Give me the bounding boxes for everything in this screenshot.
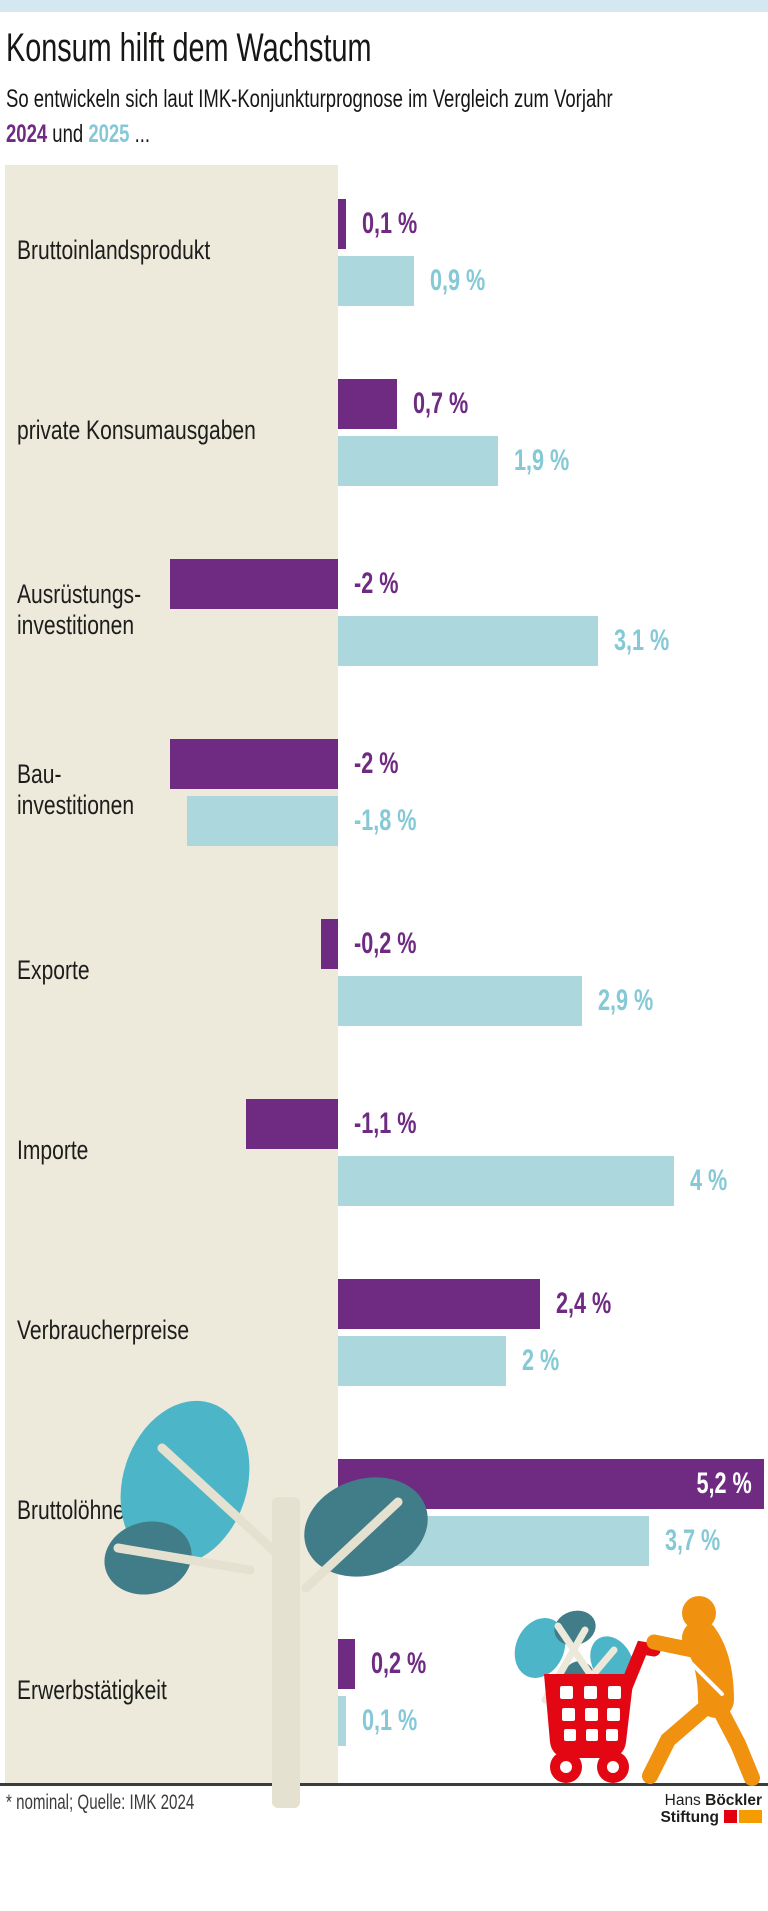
category-label-line: Bau- (17, 759, 62, 789)
bar-2024 (321, 919, 338, 969)
logo-orange-square (739, 1810, 762, 1823)
category-label-line: Erwerbstätigkeit (17, 1674, 167, 1705)
category-label-line: Ausrüstungs- (17, 579, 142, 609)
value-label: 4 % (690, 1164, 728, 1197)
bar-2024 (338, 1639, 355, 1689)
value-label: 1,9 % (513, 444, 569, 477)
category-label-line: Exporte (17, 954, 90, 985)
subtitle-ellipsis: ... (129, 120, 151, 148)
logo-line2: Stiftung (660, 1809, 762, 1826)
value-label: 0,9 % (429, 264, 485, 297)
subtitle-und: und (47, 120, 89, 148)
value-label: 0,2 % (370, 1647, 427, 1680)
category-label: Importe (17, 1135, 88, 1166)
bar-2025 (338, 1516, 649, 1566)
subtitle-line1: So entwickeln sich laut IMK-Konjunkturpr… (6, 85, 613, 113)
value-label: -2 % (354, 747, 399, 780)
bar-2024 (338, 379, 397, 429)
bar-2024 (338, 199, 347, 249)
value-label: 2,9 % (597, 984, 653, 1017)
subtitle: So entwickeln sich laut IMK-Konjunkturpr… (6, 82, 613, 152)
category-label-line: private Konsumausgaben (17, 414, 256, 445)
bar-2025 (338, 1336, 506, 1386)
legend-2024: 2024 (6, 120, 48, 148)
category-label: Erwerbstätigkeit (17, 1675, 167, 1706)
category-label: Bau-investitionen (17, 759, 134, 821)
source-footnote: * nominal; Quelle: IMK 2024 (6, 1791, 195, 1814)
bar-2025 (338, 976, 582, 1026)
value-label: 5,2 % (696, 1467, 752, 1500)
category-label-line: Bruttoinlandsprodukt (17, 234, 211, 265)
value-label: 2,4 % (555, 1287, 611, 1320)
value-label: 2 % (522, 1344, 560, 1377)
category-label: Bruttolöhne* (17, 1495, 133, 1526)
category-label: Verbraucherpreise (17, 1315, 189, 1346)
bar-2024 (170, 739, 338, 789)
bar-2024 (245, 1099, 338, 1149)
value-label: 0,1 % (362, 207, 418, 240)
category-label-line: Importe (17, 1134, 89, 1165)
bar-2025 (338, 1156, 674, 1206)
bar-2025 (338, 1696, 347, 1746)
category-label-line: Verbraucherpreise (17, 1314, 190, 1345)
value-label: -1,8 % (354, 804, 417, 837)
value-label: 0,7 % (412, 387, 469, 420)
bar-2024 (338, 1279, 540, 1329)
bar-2025 (338, 616, 599, 666)
value-label: 3,1 % (614, 624, 670, 657)
logo-red-square (724, 1810, 737, 1823)
value-label: -0,2 % (354, 927, 417, 960)
bar-2024 (170, 559, 338, 609)
category-label-line: investitionen (17, 790, 135, 820)
value-label: 3,7 % (664, 1524, 721, 1557)
value-label: 0,1 % (362, 1704, 418, 1737)
page-title: Konsum hilft dem Wachstum (6, 26, 372, 70)
category-label: Ausrüstungs-investitionen (17, 579, 141, 641)
value-label: -1,1 % (354, 1107, 417, 1140)
category-label: Exporte (17, 955, 90, 986)
value-label: -2 % (354, 567, 399, 600)
top-accent-strip (0, 0, 768, 12)
legend-2025: 2025 (88, 120, 130, 148)
logo-line1: Hans Böckler (664, 1792, 762, 1809)
bar-2025 (338, 256, 414, 306)
category-label-line: Bruttolöhne* (17, 1494, 133, 1525)
bar-2025 (186, 796, 338, 846)
category-label: Bruttoinlandsprodukt (17, 235, 210, 266)
category-label: private Konsumausgaben (17, 415, 256, 446)
footer-divider (0, 1783, 768, 1786)
category-label-line: investitionen (17, 610, 135, 640)
bar-2025 (338, 436, 498, 486)
hans-boeckler-stiftung-logo: Hans Böckler Stiftung (660, 1792, 762, 1826)
